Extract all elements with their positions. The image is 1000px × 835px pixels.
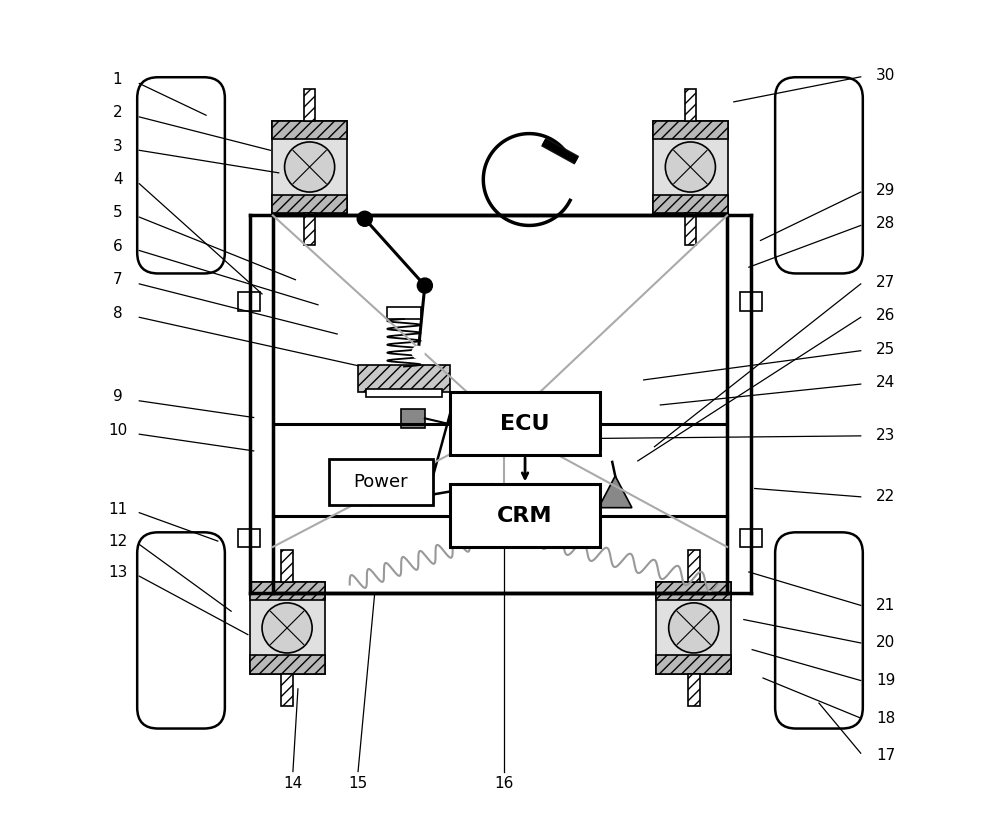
Circle shape — [665, 142, 715, 192]
Text: ECU: ECU — [500, 414, 550, 433]
Text: 28: 28 — [876, 216, 895, 231]
Text: 13: 13 — [108, 565, 127, 580]
Bar — [281, 550, 293, 582]
Bar — [450, 484, 600, 547]
Polygon shape — [599, 476, 632, 508]
Bar — [358, 365, 450, 392]
Text: 15: 15 — [348, 776, 368, 791]
Text: 1: 1 — [113, 72, 122, 87]
Text: CRM: CRM — [497, 506, 553, 525]
Bar — [250, 582, 325, 600]
Bar — [450, 392, 600, 455]
Bar — [304, 89, 315, 121]
Bar — [273, 215, 727, 593]
FancyBboxPatch shape — [137, 78, 225, 274]
Text: 5: 5 — [113, 205, 122, 220]
Text: 17: 17 — [876, 748, 895, 763]
Text: 26: 26 — [876, 308, 895, 323]
Bar — [688, 674, 700, 706]
Bar — [685, 213, 696, 245]
Bar — [272, 121, 347, 213]
Bar — [653, 121, 728, 213]
Circle shape — [412, 347, 424, 358]
Bar — [656, 582, 731, 600]
Text: 2: 2 — [113, 105, 122, 120]
FancyBboxPatch shape — [775, 78, 863, 274]
Bar — [688, 550, 700, 582]
Text: 11: 11 — [108, 502, 127, 517]
Bar — [653, 121, 728, 139]
Bar — [685, 89, 696, 121]
Circle shape — [603, 445, 618, 460]
Text: 14: 14 — [283, 776, 303, 791]
Text: 27: 27 — [876, 275, 895, 290]
Bar — [387, 307, 421, 319]
Text: 29: 29 — [876, 183, 895, 198]
Circle shape — [417, 278, 432, 293]
Bar — [238, 529, 260, 547]
Bar — [238, 292, 260, 311]
Bar — [366, 389, 442, 397]
Circle shape — [357, 211, 372, 226]
Text: 16: 16 — [494, 776, 514, 791]
Bar — [272, 121, 347, 139]
Text: 3: 3 — [113, 139, 122, 154]
Text: 24: 24 — [876, 375, 895, 390]
Bar — [656, 655, 731, 674]
Text: 25: 25 — [876, 342, 895, 357]
Text: 21: 21 — [876, 598, 895, 613]
Bar — [250, 655, 325, 674]
Text: 23: 23 — [876, 428, 895, 443]
Bar — [401, 409, 425, 428]
Text: 8: 8 — [113, 306, 122, 321]
Text: 18: 18 — [876, 711, 895, 726]
Text: 22: 22 — [876, 489, 895, 504]
Text: 10: 10 — [108, 423, 127, 438]
Text: 9: 9 — [113, 389, 122, 404]
Bar — [281, 674, 293, 706]
Text: 4: 4 — [113, 172, 122, 187]
Bar — [250, 582, 325, 674]
Text: 19: 19 — [876, 673, 895, 688]
Bar — [653, 195, 728, 213]
Bar — [740, 529, 762, 547]
Text: Power: Power — [354, 473, 408, 491]
Bar — [740, 292, 762, 311]
Bar — [329, 459, 433, 505]
Text: 12: 12 — [108, 534, 127, 549]
FancyBboxPatch shape — [775, 533, 863, 728]
Text: 20: 20 — [876, 635, 895, 650]
Text: 7: 7 — [113, 272, 122, 287]
Text: 6: 6 — [113, 239, 122, 254]
Circle shape — [285, 142, 335, 192]
FancyBboxPatch shape — [137, 533, 225, 728]
Bar — [272, 195, 347, 213]
Bar — [304, 213, 315, 245]
Text: 30: 30 — [876, 68, 895, 83]
Bar — [656, 582, 731, 674]
Circle shape — [669, 603, 719, 653]
Circle shape — [262, 603, 312, 653]
